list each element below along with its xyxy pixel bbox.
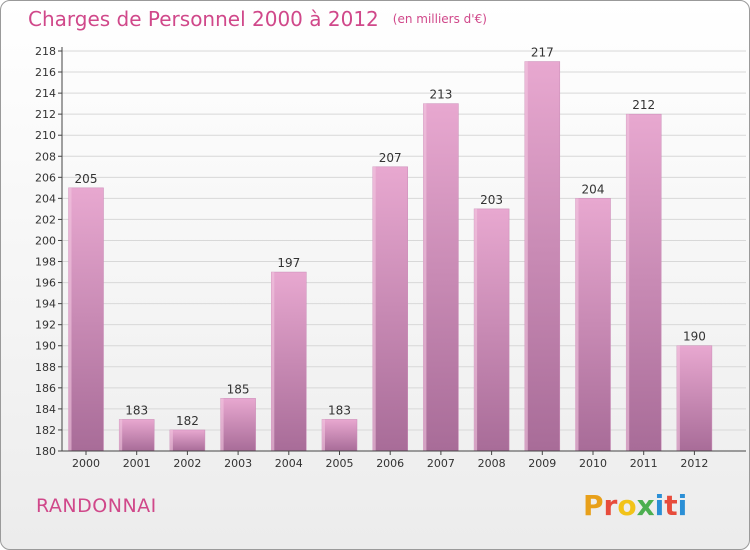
bar-highlight <box>119 419 123 451</box>
bar <box>524 61 561 452</box>
bar <box>220 398 256 452</box>
y-tick-label: 214 <box>35 87 56 100</box>
bar-highlight <box>626 114 630 451</box>
y-tick-label: 198 <box>35 256 56 269</box>
y-tick-label: 184 <box>35 403 56 416</box>
bar-highlight <box>68 187 72 451</box>
y-tick-label: 192 <box>35 319 56 332</box>
bar-highlight <box>575 198 579 451</box>
y-tick-label: 218 <box>35 45 56 58</box>
labels: 180 182 184 186 188 190 192 194 196 198 200 202 204 2… <box>35 45 708 470</box>
logo-letter: t <box>664 489 678 522</box>
y-tick-label: 186 <box>35 382 56 395</box>
bar-value-label: 182 <box>176 414 199 428</box>
y-tick-label: 204 <box>35 192 56 205</box>
bar-highlight <box>423 103 427 451</box>
y-tick-label: 194 <box>35 298 56 311</box>
x-tick-label: 2004 <box>275 457 303 470</box>
y-tick-label: 206 <box>35 171 56 184</box>
chart-subtitle: (en milliers d'€) <box>392 12 487 26</box>
bar-value-label: 183 <box>125 403 148 417</box>
y-tick-label: 208 <box>35 150 56 163</box>
axes <box>58 47 746 455</box>
bar <box>423 103 459 452</box>
bar <box>625 113 662 452</box>
logo-letter: o <box>617 489 637 522</box>
bar-value-label: 185 <box>227 382 250 396</box>
x-tick-label: 2000 <box>72 457 100 470</box>
bar <box>321 419 358 452</box>
y-tick-label: 216 <box>35 66 56 79</box>
bar-highlight <box>322 419 325 451</box>
bar <box>118 419 155 452</box>
y-tick-label: 196 <box>35 277 56 290</box>
x-tick-label: 2001 <box>123 457 151 470</box>
bar-highlight <box>524 61 528 452</box>
bar-highlight <box>169 429 173 451</box>
y-tick-label: 212 <box>35 108 56 121</box>
bar-highlight <box>271 272 275 451</box>
bar-value-label: 212 <box>632 98 655 112</box>
y-tick-label: 210 <box>35 129 56 142</box>
chart-title: Charges de Personnel 2000 à 2012 (en mill… <box>28 7 487 31</box>
bar-value-label: 190 <box>683 330 706 344</box>
bar-value-label: 213 <box>429 88 452 102</box>
x-tick-label: 2007 <box>427 457 455 470</box>
commune-name: RANDONNAI <box>36 495 157 517</box>
logo-letter: r <box>603 489 618 522</box>
bar-value-label: 205 <box>75 172 98 186</box>
x-tick-label: 2006 <box>376 457 404 470</box>
bar-highlight <box>372 166 376 451</box>
bar <box>68 187 104 452</box>
bar <box>271 271 307 452</box>
y-tick-label: 182 <box>35 424 56 437</box>
bar-value-label: 217 <box>531 46 554 60</box>
bar <box>372 166 408 452</box>
x-tick-label: 2010 <box>579 457 607 470</box>
x-tick-label: 2008 <box>478 457 506 470</box>
bar-highlight <box>676 345 680 451</box>
x-tick-label: 2009 <box>528 457 556 470</box>
x-tick-label: 2002 <box>173 457 201 470</box>
logo-letter: i <box>654 489 665 522</box>
bar <box>575 198 611 452</box>
y-tick-label: 190 <box>35 340 56 353</box>
y-tick-label: 188 <box>35 361 56 374</box>
y-tick-label: 200 <box>35 234 56 247</box>
bar-value-label: 197 <box>277 256 300 270</box>
x-tick-label: 2005 <box>326 457 354 470</box>
bar-value-label: 204 <box>582 182 605 196</box>
chart-title-text: Charges de Personnel 2000 à 2012 <box>28 7 379 31</box>
bar-value-label: 183 <box>328 403 351 417</box>
bar-value-label: 207 <box>379 151 402 165</box>
bar-value-label: 203 <box>480 193 503 207</box>
bar <box>473 208 510 452</box>
bar <box>676 345 713 452</box>
bar <box>169 429 206 452</box>
bar-highlight <box>220 398 224 451</box>
bars <box>68 61 713 452</box>
logo-letter: x <box>636 489 655 522</box>
y-tick-label: 180 <box>35 445 56 458</box>
logo-letter: i <box>677 489 688 522</box>
y-tick-label: 202 <box>35 213 56 226</box>
proxiti-logo[interactable]: Proxiti <box>583 489 687 522</box>
x-tick-label: 2011 <box>630 457 658 470</box>
x-tick-label: 2012 <box>680 457 708 470</box>
logo-letter: P <box>583 489 604 522</box>
bar-highlight <box>474 208 478 451</box>
x-tick-label: 2003 <box>224 457 252 470</box>
